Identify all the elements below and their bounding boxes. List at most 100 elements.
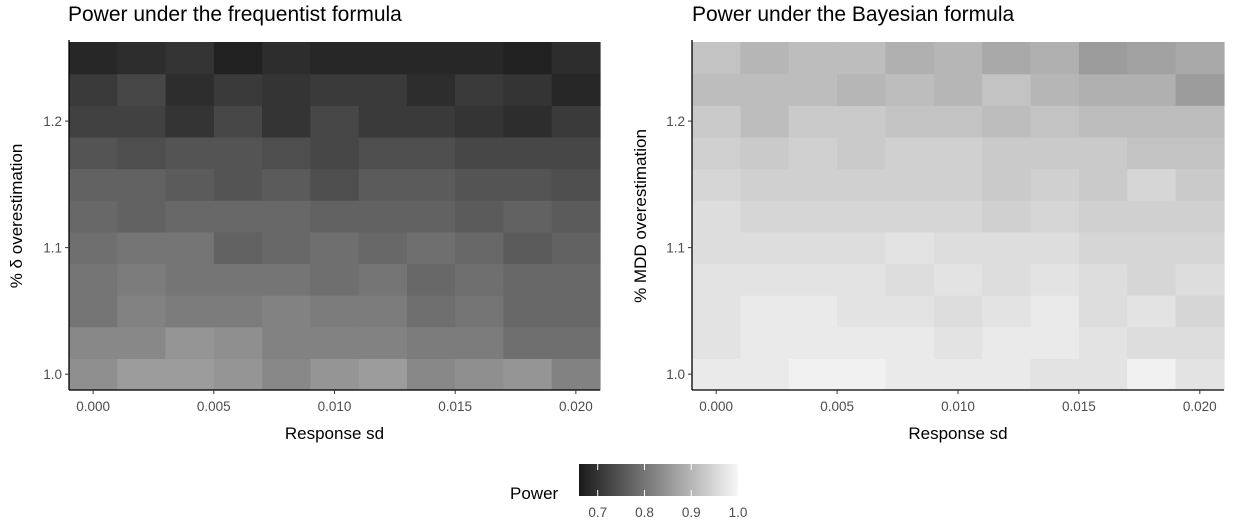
heatmap-tile (692, 105, 741, 138)
heatmap-tile (358, 42, 408, 75)
x-tick-label: 0.000 (76, 399, 110, 414)
y-axis-title: % δ overestimation (7, 144, 26, 289)
heatmap-tile (503, 73, 553, 106)
heatmap-tile (692, 231, 741, 265)
heatmap-tile (69, 136, 118, 170)
heatmap-tile (1030, 136, 1080, 170)
heatmap-tile (1175, 42, 1225, 75)
heatmap-tile (262, 200, 311, 233)
heatmap-tile (551, 105, 601, 138)
heatmap-tile (310, 200, 360, 233)
heatmap-tile (503, 295, 553, 328)
heatmap-tile (933, 358, 983, 391)
heatmap-tile (551, 326, 601, 359)
heatmap-tile (885, 263, 935, 296)
heatmap-tile (262, 168, 311, 201)
x-tick-label: 0.015 (438, 399, 472, 414)
heatmap-tile (1175, 358, 1225, 391)
heatmap-tile (262, 231, 311, 265)
heatmap-tile (358, 136, 408, 170)
heatmap-tile (885, 358, 935, 391)
heatmap-tile (358, 358, 408, 391)
heatmap-tile (69, 168, 118, 201)
heatmap-tile (165, 263, 215, 296)
heatmap-tile (740, 326, 790, 359)
heatmap-tile (69, 263, 118, 296)
heatmap-tile (837, 136, 887, 170)
colorbar (579, 464, 738, 496)
heatmap-tile (982, 105, 1032, 138)
heatmap-tile (165, 168, 215, 201)
heatmap-tile (551, 42, 601, 75)
heatmap-tile (503, 231, 553, 265)
heatmap-tile (455, 105, 505, 138)
heatmap-tile (117, 326, 167, 359)
x-tick-label: 0.015 (1062, 399, 1096, 414)
heatmap-tile (213, 105, 263, 138)
heatmap-tile (213, 136, 263, 170)
heatmap-tile (692, 295, 741, 328)
heatmap-tile (1078, 358, 1128, 391)
y-tick-label: 1.1 (43, 241, 62, 256)
heatmap-tile (1127, 358, 1177, 391)
heatmap-tile (165, 42, 215, 75)
heatmap-tile (837, 42, 887, 75)
heatmap-tile (69, 295, 118, 328)
heatmap-tile (310, 73, 360, 106)
heatmap-tile (406, 326, 456, 359)
heatmap-tile (740, 73, 790, 106)
heatmap-tile (165, 295, 215, 328)
heatmap-tile (1078, 105, 1128, 138)
heatmap-tile (933, 263, 983, 296)
heatmap-tile (358, 73, 408, 106)
heatmap-tile (837, 295, 887, 328)
heatmap-tile (837, 231, 887, 265)
heatmap-tile (933, 326, 983, 359)
heatmap-tile (1030, 263, 1080, 296)
heatmap-tile (262, 326, 311, 359)
heatmap-tile (262, 358, 311, 391)
heatmap-tile (837, 263, 887, 296)
heatmap-tile (310, 295, 360, 328)
heatmap-tile (1078, 200, 1128, 233)
heatmap-tile (837, 105, 887, 138)
x-tick-label: 0.000 (699, 399, 733, 414)
bayesian-heatmap-panel: 0.000 0.005 0.010 0.015 0.020 1.0 1.1 1.2 Respon… (631, 40, 1225, 443)
heatmap-tile (310, 263, 360, 296)
heatmap-tile (551, 231, 601, 265)
heatmap-tile (165, 136, 215, 170)
colorbar-tick-label: 0.7 (588, 505, 607, 520)
heatmap-tile (455, 42, 505, 75)
heatmap-tile (740, 105, 790, 138)
heatmap-tile (788, 105, 838, 138)
heatmap-tile (213, 326, 263, 359)
x-tick-label: 0.020 (559, 399, 593, 414)
heatmap-tile (885, 105, 935, 138)
heatmap-tile (551, 295, 601, 328)
heatmap-tile (551, 136, 601, 170)
heatmap-tile (213, 263, 263, 296)
heatmap-tile (117, 42, 167, 75)
heatmap-tile (455, 263, 505, 296)
heatmap-tile (1078, 42, 1128, 75)
heatmap-tile (503, 105, 553, 138)
heatmap-tile (1127, 73, 1177, 106)
heatmap-tile (1127, 295, 1177, 328)
heatmap-tile (885, 200, 935, 233)
heatmap-tile (982, 168, 1032, 201)
heatmap-tile (455, 168, 505, 201)
heatmap-tile (933, 73, 983, 106)
heatmap-tile (165, 231, 215, 265)
heatmap-tile (692, 358, 741, 391)
heatmap-tile (406, 105, 456, 138)
y-tick-label: 1.1 (666, 241, 685, 256)
heatmap-tile (165, 326, 215, 359)
heatmap-tile (1030, 326, 1080, 359)
heatmap-tile (69, 358, 118, 391)
heatmap-tile (551, 200, 601, 233)
heatmap-tile (455, 231, 505, 265)
heatmap-tile (455, 136, 505, 170)
heatmap-tile (358, 105, 408, 138)
heatmap-tile (1078, 295, 1128, 328)
